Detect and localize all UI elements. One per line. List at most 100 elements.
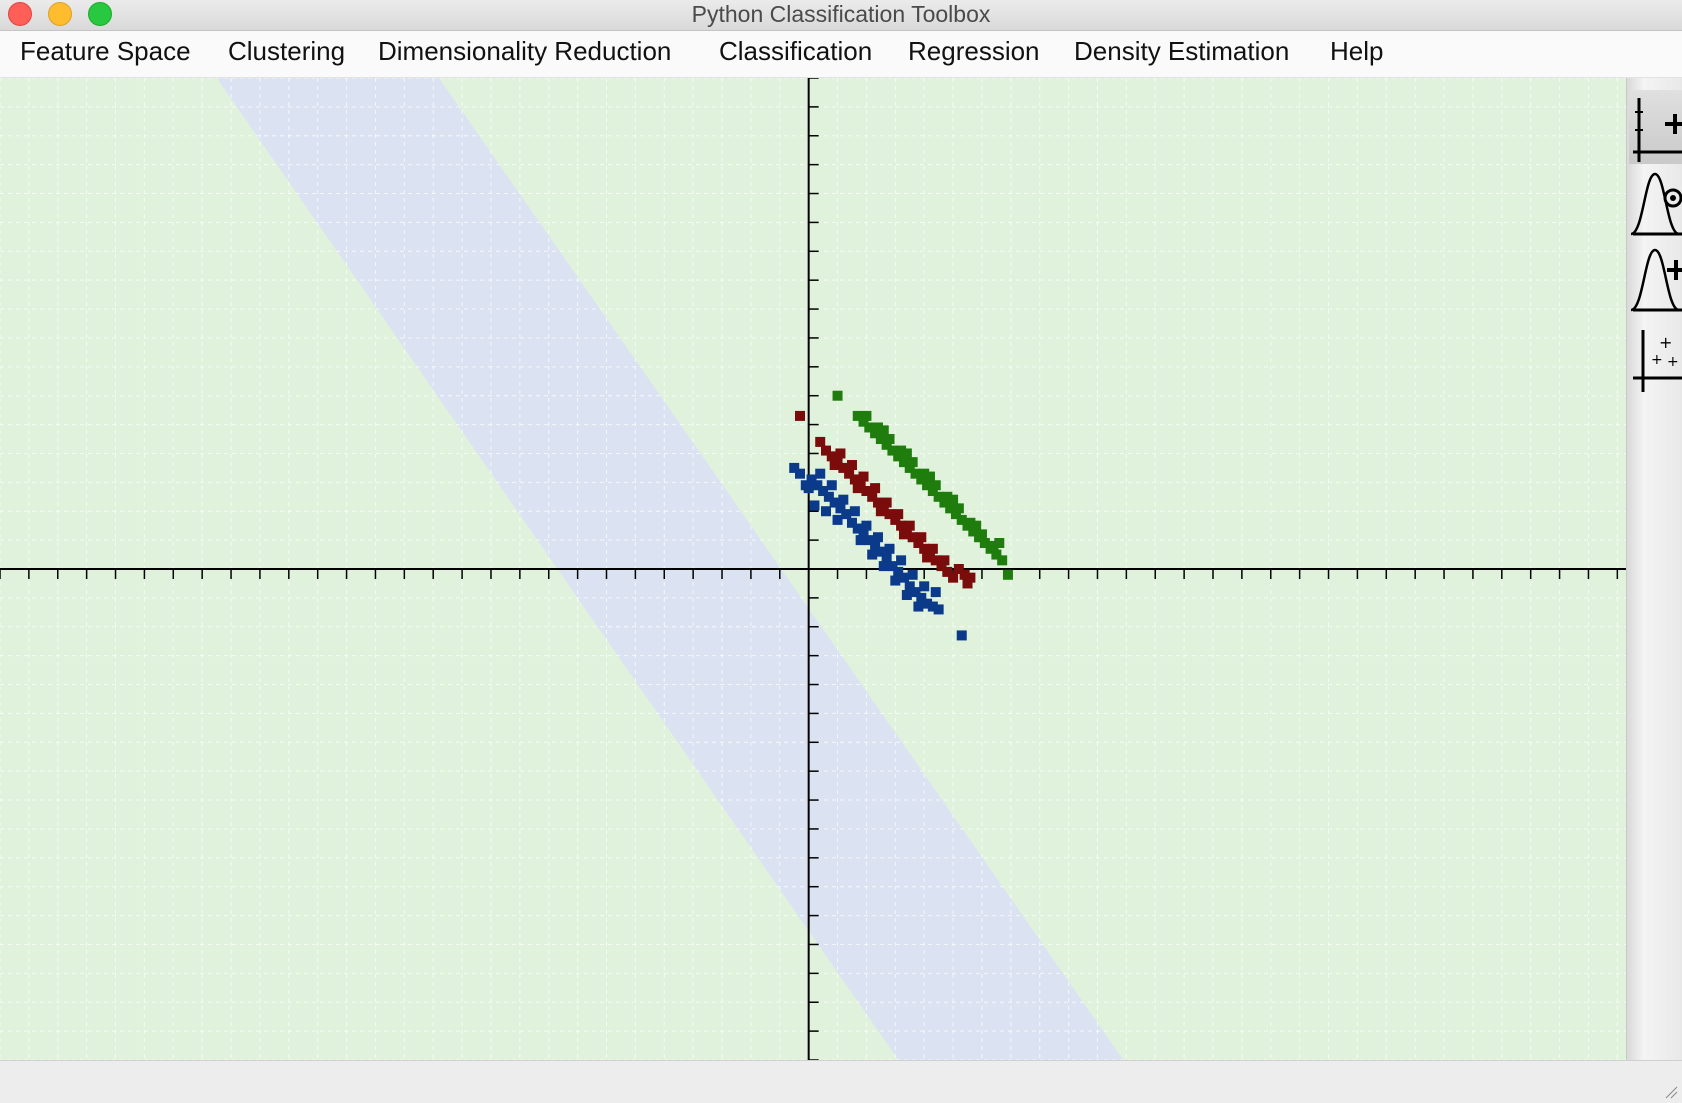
data-point-class-2	[870, 483, 881, 494]
data-point-class-1	[913, 601, 924, 612]
add-point-tool-button[interactable]	[1629, 90, 1682, 164]
data-point-class-1	[795, 468, 806, 479]
data-point-class-1	[823, 491, 834, 502]
data-point-class-1	[884, 543, 895, 554]
data-point-class-3	[950, 509, 961, 520]
data-point-class-3	[953, 503, 964, 514]
menu-density-estimation[interactable]: Density Estimation	[1074, 36, 1290, 66]
data-point-class-2	[826, 451, 837, 462]
data-point-class-3	[1002, 569, 1013, 580]
data-point-class-1	[841, 509, 852, 520]
zoom-window-button[interactable]	[88, 2, 112, 26]
data-point-class-3	[965, 517, 976, 528]
data-point-class-3	[956, 514, 967, 525]
data-point-class-1	[901, 589, 912, 600]
data-point-class-2	[858, 471, 869, 482]
data-point-class-2	[904, 520, 915, 531]
data-point-class-2	[795, 410, 806, 421]
data-point-class-3	[898, 457, 909, 468]
menu-classification[interactable]: Classification	[719, 36, 873, 66]
data-point-class-1	[855, 535, 866, 546]
data-point-class-2	[890, 514, 901, 525]
data-point-class-1	[852, 523, 863, 534]
data-point-class-2	[867, 491, 878, 502]
add-point-tool-icon	[1633, 98, 1682, 162]
data-point-class-3	[852, 410, 863, 421]
resize-grip-icon[interactable]	[1664, 1085, 1678, 1099]
data-point-class-3	[861, 410, 872, 421]
data-point-class-2	[838, 462, 849, 473]
feature-space-canvas[interactable]	[0, 78, 1626, 1060]
feature-space-plot[interactable]	[0, 78, 1626, 1060]
close-window-button[interactable]	[8, 2, 32, 26]
data-point-class-2	[922, 552, 933, 563]
data-point-class-1	[887, 561, 898, 572]
status-bar	[0, 1060, 1682, 1103]
scatter-points-tool-button[interactable]: + + +	[1629, 320, 1682, 394]
data-point-class-2	[953, 564, 964, 574]
data-point-class-3	[945, 503, 956, 514]
data-point-class-1	[890, 575, 901, 586]
data-point-class-3	[988, 540, 999, 551]
scatter-points-tool-icon: + + +	[1633, 330, 1682, 392]
data-point-class-2	[913, 538, 924, 549]
data-point-class-1	[858, 529, 869, 540]
tool-palette: + + +	[1626, 78, 1682, 1060]
data-point-class-1	[933, 604, 944, 615]
data-point-class-3	[997, 555, 1008, 566]
data-point-class-2	[930, 555, 941, 566]
data-point-class-1	[930, 587, 941, 598]
data-point-class-3	[907, 457, 918, 468]
menu-dimensionality-reduction[interactable]: Dimensionality Reduction	[378, 36, 672, 66]
data-point-class-3	[881, 439, 892, 450]
data-point-class-1	[878, 561, 889, 572]
data-point-class-1	[956, 630, 967, 641]
data-point-class-1	[849, 506, 860, 517]
svg-text:+: +	[1651, 352, 1663, 368]
data-point-class-2	[844, 468, 855, 479]
data-point-class-2	[820, 445, 831, 456]
data-point-class-3	[930, 480, 941, 491]
data-point-class-1	[818, 486, 829, 497]
data-point-class-2	[919, 543, 930, 554]
data-point-class-2	[948, 572, 959, 583]
data-point-class-1	[922, 598, 933, 609]
gaussian-add-tool-icon	[1630, 248, 1682, 312]
data-point-class-1	[867, 549, 878, 560]
data-point-class-3	[870, 428, 881, 439]
title-bar: Python Classification Toolbox	[0, 0, 1682, 31]
data-point-class-3	[924, 471, 935, 482]
data-point-class-2	[875, 506, 886, 517]
data-point-class-3	[948, 494, 959, 505]
data-point-class-2	[898, 529, 909, 540]
data-point-class-2	[962, 578, 973, 589]
menu-bar: Feature Space Clustering Dimensionality …	[0, 31, 1682, 78]
data-point-class-2	[846, 460, 857, 471]
data-point-class-3	[887, 445, 898, 456]
gaussian-select-tool-button[interactable]	[1629, 168, 1682, 242]
data-point-class-3	[922, 480, 933, 491]
data-point-class-1	[916, 592, 927, 603]
data-point-class-1	[875, 546, 886, 557]
data-point-class-1	[815, 468, 826, 479]
data-point-class-2	[896, 520, 907, 531]
data-point-class-3	[884, 434, 895, 445]
data-point-class-1	[826, 480, 837, 491]
menu-clustering[interactable]: Clustering	[228, 36, 346, 66]
data-point-class-1	[864, 535, 875, 546]
data-point-class-1	[812, 480, 823, 491]
data-point-class-2	[852, 483, 863, 494]
gaussian-add-tool-button[interactable]	[1629, 244, 1682, 318]
menu-regression[interactable]: Regression	[908, 36, 1040, 66]
data-point-class-1	[835, 503, 846, 514]
minimize-window-button[interactable]	[48, 2, 72, 26]
data-point-class-2	[893, 509, 904, 520]
menu-help[interactable]: Help	[1330, 36, 1384, 66]
data-point-class-3	[927, 486, 938, 497]
data-point-class-3	[933, 491, 944, 502]
data-point-class-1	[846, 517, 857, 528]
data-point-class-2	[881, 497, 892, 508]
data-point-class-3	[919, 468, 930, 479]
data-point-class-2	[965, 572, 976, 583]
menu-feature-space[interactable]: Feature Space	[20, 36, 191, 66]
